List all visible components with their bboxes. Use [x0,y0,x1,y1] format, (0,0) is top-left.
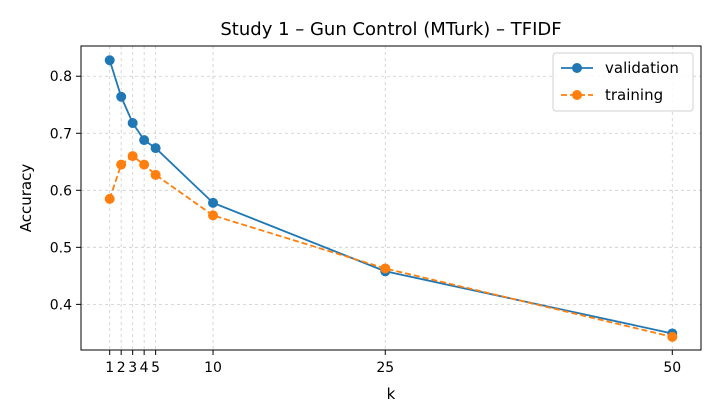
data-point-training [208,210,219,221]
data-point-validation [104,55,115,66]
data-point-training [150,169,161,180]
plot-area-frame [80,45,702,351]
x-axis-title: k [387,385,396,403]
x-tick-label: 10 [204,360,222,376]
legend: validation training [552,52,694,112]
x-tick-label: 3 [128,360,137,376]
series-layer [104,55,678,342]
y-axis-title: Accuracy [17,164,35,233]
x-axis: 1 2 3 4 5 10 25 50 [105,350,681,376]
legend-marker-training [572,90,582,100]
chart-title: Study 1 – Gun Control (MTurk) – TFIDF [220,19,561,40]
y-tick-label: 0.8 [50,69,72,85]
y-axis: 0.4 0.5 0.6 0.7 0.8 [50,69,81,313]
legend-label-training: training [605,86,663,104]
data-point-training [380,263,391,274]
data-point-training [139,159,150,170]
data-point-validation [116,91,127,102]
x-tick-label: 25 [376,360,394,376]
data-point-training [667,331,678,342]
x-tick-label: 5 [151,360,160,376]
legend-marker-validation [572,63,582,73]
data-point-validation [208,197,219,208]
x-tick-label: 4 [140,360,149,376]
x-tick-label: 50 [663,360,681,376]
y-tick-label: 0.6 [50,183,72,199]
data-point-training [104,193,115,204]
data-point-training [127,151,138,162]
x-tick-label: 1 [105,360,114,376]
y-tick-label: 0.5 [50,240,72,256]
x-tick-label: 2 [117,360,126,376]
y-tick-label: 0.7 [50,126,72,142]
data-point-validation [150,143,161,154]
data-point-training [116,159,127,170]
data-point-validation [139,135,150,146]
data-point-validation [127,117,138,128]
legend-label-validation: validation [605,59,679,77]
y-tick-label: 0.4 [50,297,72,313]
